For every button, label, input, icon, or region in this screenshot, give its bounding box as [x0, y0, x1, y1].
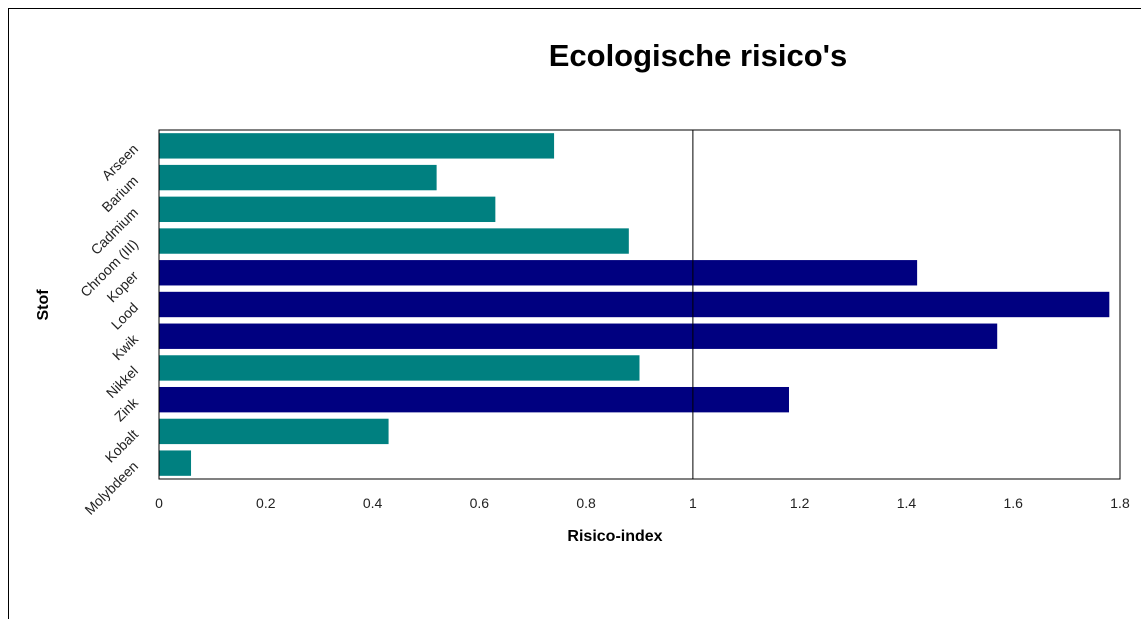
- y-tick-label: Kobalt: [102, 426, 141, 465]
- bar-arseen: [159, 133, 555, 159]
- x-tick-label: 1.2: [790, 495, 810, 511]
- x-tick-label: 1.4: [897, 495, 917, 511]
- y-tick-label: Molybdeen: [81, 458, 141, 518]
- bar-chroom-iii: [159, 228, 629, 254]
- bar-cadmium: [159, 196, 496, 223]
- x-tick-label: 0.4: [363, 495, 383, 511]
- bar-nikkel: [159, 355, 640, 381]
- bar-kwik: [159, 323, 998, 349]
- y-tick-label: Arseen: [98, 141, 141, 184]
- x-tick-label: 1.6: [1003, 495, 1023, 511]
- x-axis-label: Risico-index: [567, 528, 662, 545]
- chart-frame: [8, 8, 1141, 619]
- bar-koper: [159, 260, 918, 286]
- bar-barium: [159, 164, 437, 191]
- x-tick-label: 1.8: [1110, 495, 1130, 511]
- x-tick-label: 0.2: [256, 495, 276, 511]
- bar-molybdeen: [159, 450, 192, 476]
- chart-title: Ecologische risico's: [549, 38, 848, 73]
- y-axis-label: Stof: [35, 289, 52, 321]
- x-axis-ticks: 0 0.2 0.4 0.6 0.8 1 1.2 1.4 1.6 1.8: [155, 495, 1130, 511]
- bar-kobalt: [159, 418, 389, 445]
- plot-area: [158, 129, 1121, 480]
- bar-lood: [159, 291, 1110, 318]
- y-tick-label: Kwik: [109, 330, 142, 363]
- x-tick-label: 0.8: [576, 495, 596, 511]
- x-tick-label: 0.6: [470, 495, 490, 511]
- x-tick-label: 0: [155, 495, 163, 511]
- bar-zink: [159, 386, 789, 413]
- bars-group: [159, 133, 1110, 476]
- y-tick-label: Nikkel: [103, 363, 141, 401]
- x-tick-label: 1: [689, 495, 697, 511]
